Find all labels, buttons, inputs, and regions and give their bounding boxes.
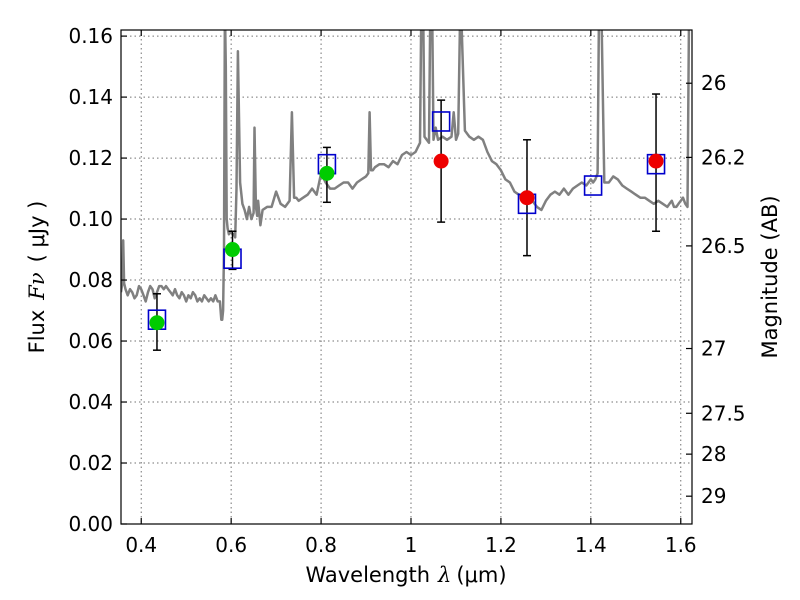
plot-frame — [120, 29, 693, 525]
observed-points — [149, 153, 664, 331]
y2-tick-label: 28 — [701, 442, 726, 466]
y2-axis-title: Magnitude (AB) — [758, 195, 782, 358]
y-tick-label: 0.10 — [68, 207, 113, 231]
y-tick-label: 0.14 — [68, 85, 113, 109]
y-tick-label: 0.00 — [68, 512, 113, 536]
x-tick-label: 1 — [405, 533, 418, 557]
y2-tick-label: 26.5 — [701, 234, 746, 258]
y-tick-label: 0.08 — [68, 268, 113, 292]
model-boxes — [147, 111, 666, 330]
x-tick-label: 0.4 — [125, 533, 157, 557]
x-axis-title: Wavelength λ (μm) — [305, 563, 506, 587]
y-tick-label: 0.06 — [68, 329, 113, 353]
y-tick-label: 0.12 — [68, 146, 113, 170]
x-tick-label: 1.4 — [575, 533, 607, 557]
green-point — [319, 165, 335, 181]
x-tick-label: 0.6 — [215, 533, 247, 557]
grid-lines — [121, 30, 692, 524]
x-tick-label: 1.6 — [665, 533, 697, 557]
y-tick-label: 0.04 — [68, 390, 113, 414]
errorbars — [152, 93, 661, 351]
y-tick-label: 0.16 — [68, 24, 113, 48]
y2-tick-label: 29 — [701, 484, 726, 508]
y2-tick-label: 27 — [701, 337, 726, 361]
spectrum-line — [121, 30, 691, 321]
model-box — [431, 111, 451, 132]
green-point — [225, 242, 241, 258]
red-point — [519, 190, 535, 206]
red-point — [648, 153, 664, 169]
green-point — [149, 315, 165, 331]
red-point — [433, 153, 449, 169]
x-tick-label: 0.8 — [305, 533, 337, 557]
plot-area — [121, 30, 691, 351]
y2-tick-label: 26 — [701, 71, 726, 95]
axis-ticks: 0.4 0.6 0.8 1 1.2 1.4 1.6 0.00 0.02 0.04 0.06 0.08 0… — [68, 24, 745, 557]
y-tick-label: 0.02 — [68, 451, 113, 475]
model-box — [583, 175, 603, 196]
x-tick-label: 1.2 — [485, 533, 517, 557]
y2-tick-label: 26.2 — [701, 145, 746, 169]
y-axis-title: FluxFν( μJy ) — [25, 201, 49, 354]
y2-tick-label: 27.5 — [701, 401, 746, 425]
